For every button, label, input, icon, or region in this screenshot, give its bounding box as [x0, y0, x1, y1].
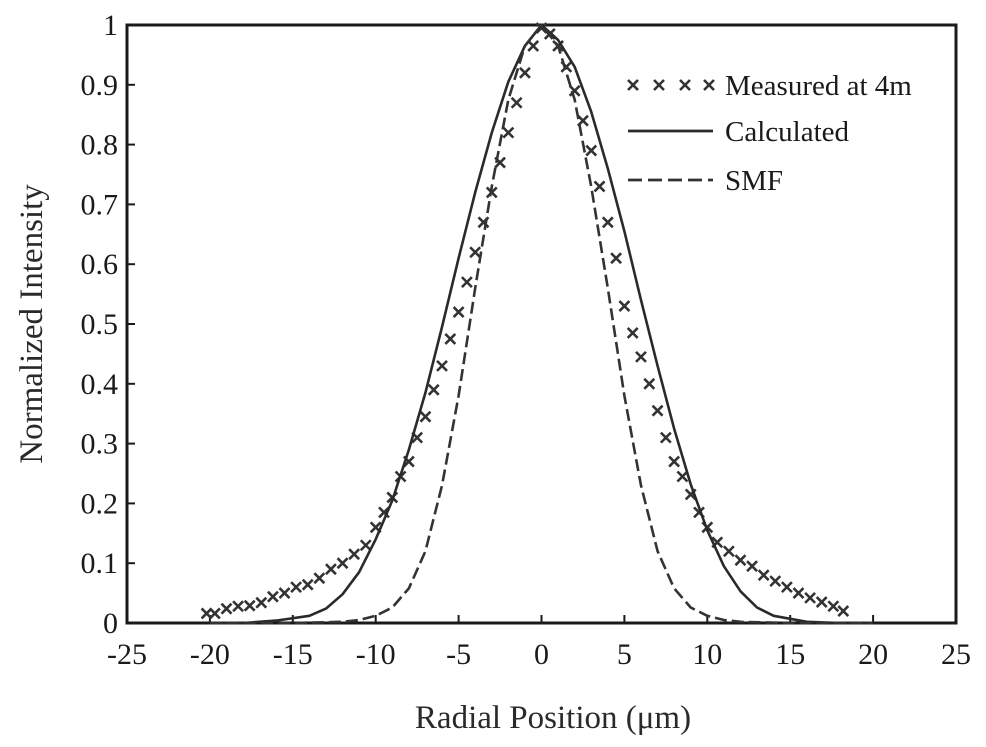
data-point — [527, 40, 540, 52]
data-point — [618, 300, 631, 312]
data-point — [535, 22, 548, 34]
data-point — [325, 563, 337, 576]
data-point — [243, 599, 256, 612]
x-tick-label: 15 — [775, 638, 805, 671]
data-point — [593, 180, 606, 193]
y-axis-label: Normalized Intensity — [14, 184, 50, 464]
data-point — [769, 575, 782, 588]
x-axis-label: Radial Position (μm) — [415, 700, 691, 736]
legend-entry: Calculated — [628, 116, 850, 148]
data-point — [746, 560, 758, 573]
data-point — [626, 327, 639, 339]
legend-marker — [703, 79, 715, 91]
series-line — [209, 23, 874, 625]
data-point — [585, 144, 598, 157]
data-point — [290, 581, 303, 594]
y-tick-label: 0.6 — [81, 248, 119, 281]
y-axis-ticks: 0 0.1 0.2 0.3 0.4 0.5 0.6 0.7 0.8 0.9 1 — [81, 9, 135, 640]
legend-entry: Measured at 4m — [627, 70, 912, 102]
data-point — [668, 455, 681, 468]
x-axis-ticks: -25 -20 -15 -10 -5 0 5 10 15 20 25 — [107, 615, 971, 671]
data-point — [804, 591, 817, 604]
data-point — [278, 587, 291, 600]
x-tick-label: 25 — [941, 638, 971, 671]
x-tick-label: 5 — [617, 638, 632, 671]
y-tick-label: 0.8 — [81, 129, 119, 162]
data-point — [676, 470, 689, 483]
data-point — [659, 431, 672, 444]
data-point — [610, 252, 623, 265]
x-tick-label: -25 — [107, 638, 147, 671]
data-point — [827, 600, 840, 613]
y-tick-label: 0.1 — [81, 547, 119, 580]
legend: Measured at 4m Calculated SMF — [627, 70, 912, 197]
y-tick-label: 0.7 — [81, 188, 119, 221]
y-tick-label: 0.9 — [81, 69, 119, 102]
data-point — [792, 587, 805, 600]
data-point — [427, 383, 440, 396]
data-point — [780, 581, 793, 594]
x-tick-label: -10 — [356, 638, 396, 671]
data-point — [313, 572, 326, 585]
y-tick-label: 0.2 — [81, 487, 119, 520]
x-tick-label: 0 — [534, 638, 549, 671]
x-tick-label: 20 — [858, 638, 888, 671]
legend-label: Calculated — [725, 116, 850, 148]
data-point — [220, 602, 233, 615]
series-smf — [209, 23, 874, 625]
data-point — [643, 377, 656, 390]
data-point — [436, 359, 448, 372]
legend-marker — [653, 79, 665, 91]
data-point — [208, 607, 221, 620]
data-point — [734, 554, 747, 567]
series-layer — [200, 22, 874, 625]
legend-label: SMF — [725, 165, 783, 197]
x-tick-label: 10 — [692, 638, 722, 671]
data-point — [460, 276, 473, 289]
data-point — [502, 126, 515, 139]
data-point — [444, 333, 457, 345]
data-point — [815, 596, 828, 608]
data-point — [601, 216, 614, 229]
x-tick-label: -15 — [273, 638, 313, 671]
y-tick-label: 0.3 — [81, 428, 119, 461]
x-tick-label: -20 — [190, 638, 230, 671]
series-line — [209, 23, 874, 625]
data-point — [452, 306, 465, 318]
data-point — [635, 350, 647, 363]
data-point — [722, 545, 735, 558]
y-tick-label: 0.5 — [81, 308, 119, 341]
x-tick-label: -5 — [446, 638, 471, 671]
data-point — [510, 96, 523, 109]
legend-marker — [627, 79, 639, 91]
data-point — [301, 578, 314, 591]
data-point — [255, 596, 268, 609]
series-calculated — [209, 23, 874, 625]
y-tick-label: 0 — [103, 607, 118, 640]
data-point — [419, 410, 432, 423]
y-tick-label: 1 — [103, 9, 118, 42]
data-point — [651, 404, 664, 417]
series-measured-at-4m — [200, 22, 850, 620]
data-point — [359, 539, 372, 552]
legend-marker — [679, 79, 691, 91]
legend-entry: SMF — [628, 165, 783, 197]
data-point — [336, 557, 349, 570]
data-point — [519, 66, 531, 79]
data-point — [232, 600, 245, 613]
data-point — [469, 246, 482, 259]
legend-label: Measured at 4m — [725, 70, 912, 102]
data-point — [266, 590, 279, 603]
data-point — [348, 548, 361, 561]
data-point — [757, 569, 770, 582]
plot-frame — [125, 23, 958, 625]
y-tick-label: 0.4 — [81, 368, 119, 401]
data-point — [568, 84, 581, 97]
data-point — [837, 605, 850, 617]
